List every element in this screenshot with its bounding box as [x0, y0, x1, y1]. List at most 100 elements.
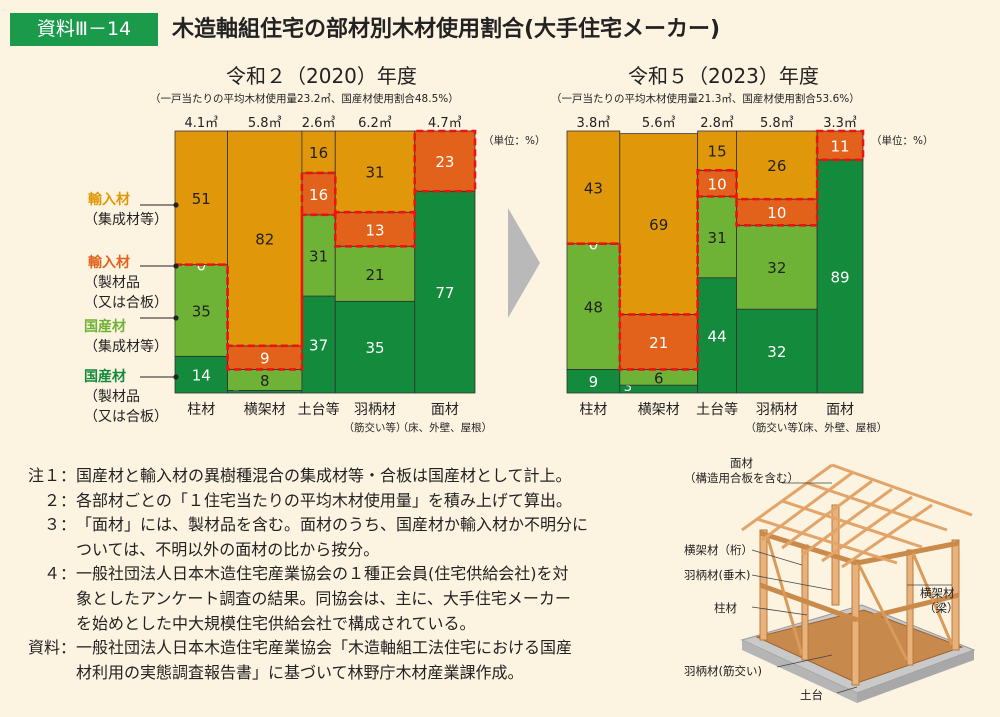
volume-label-2023-2: 2.8㎥ [700, 116, 734, 131]
value-label-2023-2-s0: 44 [708, 327, 727, 345]
legend-2-line-1: （集成材等） [84, 338, 168, 355]
value-label-2023-1-s2: 21 [649, 334, 668, 352]
note-3: ３： 「面材」には、製材品を含む。面材のうち、国産材か輸入材か不明分に [43, 515, 589, 535]
bar-2023-3-s1 [736, 224, 818, 310]
volume-label-2023-0: 3.8㎥ [577, 116, 611, 131]
bar-2020-3-s2 [334, 211, 416, 247]
value-label-2023-1-s1: 6 [654, 369, 664, 387]
category-label-2020-0: 柱材 [187, 402, 215, 418]
category-label-2023-1: 横架材 [638, 402, 680, 418]
unit-label-2020: （単位：%） [483, 134, 545, 147]
category-label-2023-0: 柱材 [579, 402, 607, 418]
transition-arrow [508, 208, 540, 318]
chart-subtitle-2020: （一戸当たりの平均木材使用量23.2㎥、国産材使用割合48.5%） [150, 93, 459, 105]
value-label-2020-3-s1: 21 [365, 266, 384, 284]
bar-2020-2-s3 [301, 130, 336, 174]
note-source: 資料： 一般社団法人日本木造住宅産業協会「木造軸組工法住宅における国産 [27, 638, 573, 658]
house-frame-diagram: 面材 （構造用合板を含む） 横架材（桁） 羽柄材(垂木) 柱材 横架材 （梁） … [682, 455, 992, 711]
value-label-2023-0-s0: 9 [589, 373, 599, 391]
imported-sawn-outline-2023 [567, 129, 865, 371]
bar-2023-3-s3 [736, 130, 818, 200]
legend-2-line-0: 国産材 [84, 318, 126, 335]
chart-title-2023: 令和５（2023）年度 [628, 64, 819, 88]
diagram-label-hashirazai: 柱材 [714, 601, 737, 615]
note-source-cont: 材利用の実態調査報告書」に基づいて林野庁木材産業課作成。 [76, 662, 524, 682]
note-3-cont: ついては、不明以外の面材の比から按分。 [76, 539, 380, 559]
legend-0-line-1: （集成材等） [84, 211, 168, 228]
bar-2023-2-s3 [697, 130, 737, 171]
volume-label-2020-2: 2.6㎥ [302, 116, 336, 131]
category-label-2020-2: 土台等 [298, 401, 340, 418]
note-1: 注１： 国産材と輸入材の異樹種混合の集成材等・合板は国産材として計上。 [27, 466, 572, 485]
value-label-2020-4-s2: 23 [435, 153, 454, 171]
value-label-2023-0-s1: 48 [584, 299, 603, 317]
bar-2020-2-s1 [301, 214, 336, 297]
volume-label-2020-3: 6.2㎥ [358, 116, 392, 131]
figure-badge: 資料Ⅲ－14 [10, 13, 158, 46]
volume-label-2020-1: 5.8㎥ [248, 116, 282, 131]
value-label-2023-3-s0: 32 [767, 343, 786, 361]
legend-3-line-1: （製材品 [84, 389, 140, 405]
bar-2020-1-s3 [227, 130, 303, 347]
unit-label-2023: （単位：%） [871, 134, 933, 147]
value-label-2020-2-s0: 37 [309, 337, 328, 355]
legend-dot-1 [173, 263, 179, 269]
diagram-label-menzai: 面材 [730, 456, 753, 470]
legend-dot-2 [173, 315, 179, 321]
legend-1-line-0: 輸入材 [88, 254, 130, 271]
volume-label-2020-4: 4.7㎥ [428, 116, 462, 131]
category-label-2020-1: 横架材 [244, 402, 286, 418]
bar-2023-4-s2 [816, 130, 864, 161]
value-label-2020-3-s3: 31 [365, 164, 384, 182]
value-label-2020-1-s2: 9 [260, 350, 270, 368]
bar-2023-0-s1 [566, 243, 621, 370]
category-note-2020-4: （床、外壁、屋根） [398, 421, 493, 434]
value-label-2020-0-s0: 14 [192, 367, 211, 385]
value-label-2020-2-s2: 16 [309, 186, 328, 204]
legend-1-line-1: （製材品 [84, 275, 140, 291]
value-label-2023-1-s3: 69 [649, 216, 668, 234]
note-4-cont2: を始めとした中大規模住宅供給会社で構成されている。 [76, 613, 476, 633]
note-2: ２： 各部材ごとの「１住宅当たりの平均木材使用量」を積み上げて算出。 [43, 490, 572, 510]
diagram-label-habazai-sujikai: 羽柄材(筋交い) [684, 664, 762, 678]
bar-2023-0-s3 [566, 130, 621, 245]
chart-title-2020: 令和２（2020）年度 [226, 64, 417, 88]
bar-2023-4-s0 [816, 159, 864, 394]
category-label-2023-4: 面材 [826, 402, 854, 418]
legend-1-line-2: （又は合板） [84, 295, 168, 311]
volume-label-2023-1: 5.6㎥ [642, 116, 676, 131]
category-note-2023-4: （床、外壁、屋根） [793, 421, 888, 434]
value-label-2023-3-s1: 32 [767, 259, 786, 277]
chart-subtitle-2023: （一戸当たりの平均木材使用量21.3㎥、国産材使用割合53.6%） [551, 93, 860, 105]
bar-2023-3-s0 [736, 308, 818, 394]
value-label-2020-1-s3: 82 [255, 230, 274, 248]
figure-title: 木造軸組住宅の部材別木材使用割合(大手住宅メーカー) [172, 17, 721, 42]
value-label-2023-1-s0: 3 [624, 380, 632, 395]
value-label-2020-4-s0: 77 [435, 284, 454, 302]
value-label-2020-1-s1: 8 [260, 372, 270, 390]
legend-3-line-0: 国産材 [84, 368, 126, 385]
legend-dot-3 [173, 374, 179, 380]
value-label-2020-0-s1: 35 [192, 302, 211, 320]
bar-2023-1-s3 [619, 133, 699, 315]
legend-3-line-2: （又は合板） [84, 409, 168, 425]
volume-label-2023-4: 3.3㎥ [823, 116, 857, 131]
category-note-2023-3: （筋交い等） [745, 421, 808, 434]
category-label-2023-2: 土台等 [696, 401, 738, 418]
category-note-2020-3: （筋交い等） [344, 421, 407, 434]
category-label-2020-4: 面材 [431, 402, 459, 418]
value-label-2023-3-s2: 10 [767, 204, 786, 222]
note-4: ４： 一般社団法人日本木造住宅産業協会の１種正会員(住宅供給会社)を対 [43, 564, 569, 584]
bar-2020-3-s3 [334, 130, 416, 213]
bar-2020-0-s1 [174, 264, 228, 357]
category-label-2023-3: 羽柄材 [756, 402, 798, 418]
diagram-label-menzai-note: （構造用合板を含む） [684, 471, 799, 485]
volume-label-2023-3: 5.8㎥ [760, 116, 794, 131]
diagram-label-okazai-hari: 横架材 [920, 586, 955, 600]
legend-0-line-0: 輸入材 [88, 191, 130, 208]
imported-sawn-outline-2020 [175, 129, 477, 371]
value-label-2023-4-s2: 11 [831, 137, 850, 155]
value-label-2023-0-s3: 43 [584, 179, 603, 197]
house-frame-drawing [740, 463, 976, 703]
